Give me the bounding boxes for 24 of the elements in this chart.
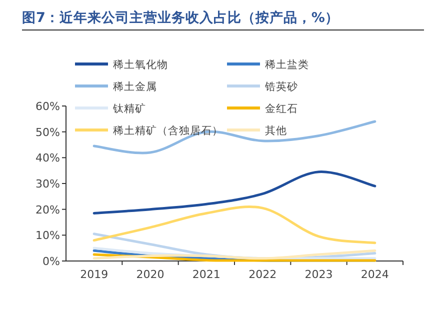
x-tick-label: 2020: [136, 268, 164, 281]
legend-label: 其他: [265, 124, 287, 137]
y-tick-label: 40%: [36, 152, 60, 165]
legend-label: 稀土金属: [113, 80, 157, 93]
legend-label: 金红石: [265, 103, 298, 115]
line-series: [92, 170, 376, 214]
title: 图7：近年来公司主营业务收入占比（按产品，%）: [22, 10, 339, 26]
y-tick-label: 30%: [36, 178, 60, 190]
legend-label: 稀土氧化物: [113, 58, 168, 71]
line-series: [92, 120, 376, 154]
y-tick-label: 50%: [36, 126, 60, 139]
x-tick-label: 2019: [80, 268, 108, 281]
legend-label: 锆英砂: [264, 80, 298, 93]
y-tick-label: 20%: [36, 203, 60, 216]
line-series: [92, 206, 376, 244]
y-tick-label: 60%: [36, 100, 60, 113]
legend-label: 稀土盐类: [265, 58, 309, 71]
x-tick-label: 2023: [304, 268, 333, 281]
y-tick-label: 10%: [36, 229, 60, 242]
y-tick-label: 0%: [42, 255, 60, 268]
legend-label: 钛精矿: [112, 102, 146, 115]
x-tick-label: 2024: [360, 268, 389, 281]
x-tick-label: 2021: [192, 268, 220, 281]
x-tick-label: 2022: [248, 268, 277, 281]
